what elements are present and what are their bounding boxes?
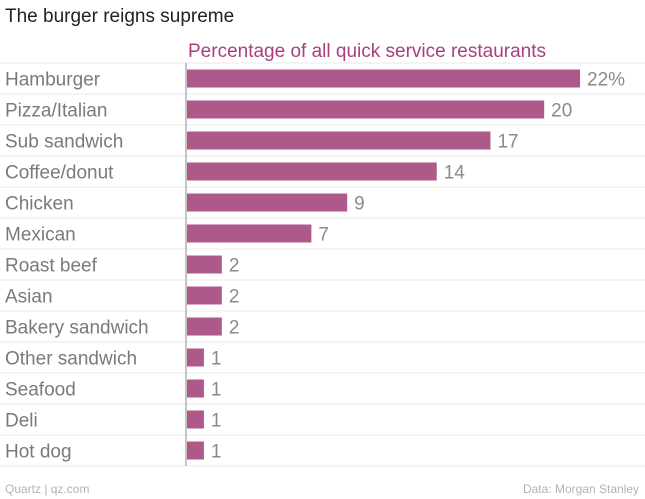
category-label: Deli [5,411,38,432]
category-label: Chicken [5,194,74,215]
category-label: Sub sandwich [5,132,123,153]
chart-subtitle: Percentage of all quick service restaura… [188,41,546,62]
bar [187,131,491,150]
bar [187,224,312,243]
bar [187,100,545,119]
footer-source-right: Data: Morgan Stanley [522,482,639,496]
value-label: 1 [211,411,222,432]
value-label: 2 [229,318,240,339]
category-label: Hot dog [5,442,72,463]
value-label: 14 [444,163,466,184]
bar [187,162,437,181]
value-label: 2 [229,287,240,308]
chart-title: The burger reigns supreme [5,6,235,27]
category-label: Other sandwich [5,349,137,370]
category-label: Seafood [5,380,76,401]
value-label: 22% [587,70,625,91]
bar [187,69,580,88]
value-label: 1 [211,380,222,401]
footer-source-left: Quartz | qz.com [5,482,90,496]
value-label: 1 [211,349,222,370]
bar [187,379,204,398]
category-label: Bakery sandwich [5,318,149,339]
category-label: Pizza/Italian [5,101,107,122]
bar [187,348,204,367]
value-label: 20 [551,101,572,122]
bar [187,255,222,274]
category-label: Hamburger [5,70,101,91]
category-label: Coffee/donut [5,163,114,184]
category-label: Roast beef [5,256,98,277]
value-label: 9 [354,194,365,215]
category-label: Asian [5,287,53,308]
value-label: 7 [318,225,329,246]
bar [187,317,222,336]
value-label: 17 [497,132,518,153]
value-label: 2 [229,256,240,277]
category-label: Mexican [5,225,76,246]
grid-lines [0,62,645,467]
value-label: 1 [211,442,222,463]
bar [187,441,204,460]
bar [187,410,204,429]
bar [187,286,222,305]
bar-chart: Percentage of all quick service restaura… [0,41,645,467]
bar [187,193,348,212]
bars: Hamburger 22% Pizza/Italian 20 Sub sandwich 1… [5,69,625,463]
